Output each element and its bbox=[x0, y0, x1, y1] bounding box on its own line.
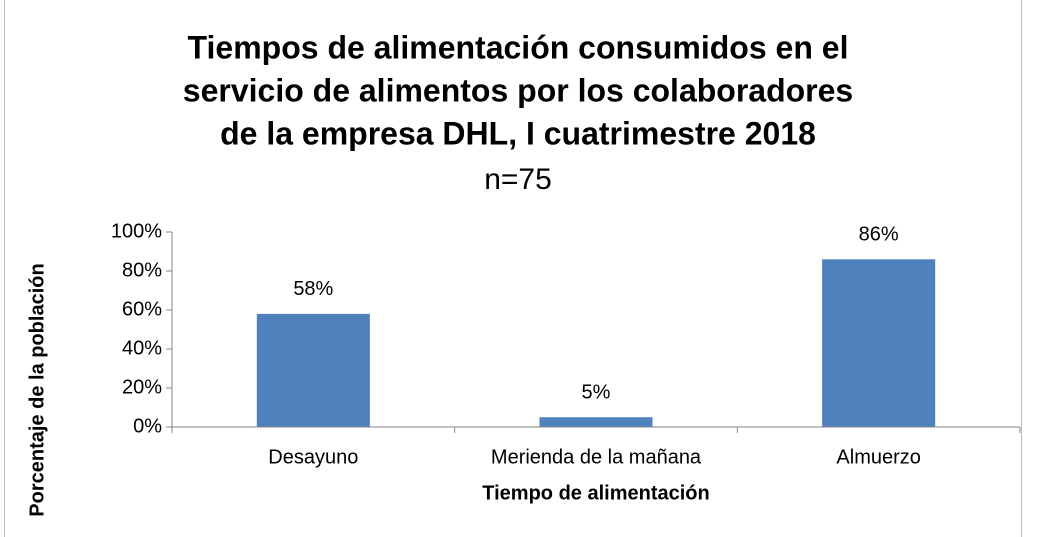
y-tick-label: 0% bbox=[133, 415, 162, 437]
y-tick-label: 20% bbox=[122, 376, 162, 398]
bar bbox=[539, 417, 653, 427]
x-tick-label: Desayuno bbox=[268, 446, 358, 468]
y-tick-label: 100% bbox=[111, 220, 162, 242]
chart-title: de la empresa DHL, I cuatrimestre 2018 bbox=[220, 115, 816, 151]
x-axis-label: Tiempo de alimentación bbox=[482, 482, 709, 504]
data-label: 86% bbox=[859, 224, 899, 246]
x-tick-label: Almuerzo bbox=[836, 446, 920, 468]
chart-subtitle: n=75 bbox=[484, 163, 552, 196]
y-tick-label: 40% bbox=[122, 337, 162, 359]
y-tick-label: 80% bbox=[122, 259, 162, 281]
chart-title: servicio de alimentos por los colaborado… bbox=[183, 72, 853, 108]
x-tick-label: Merienda de la mañana bbox=[491, 446, 702, 468]
chart-title: Tiempos de alimentación consumidos en el bbox=[188, 29, 849, 65]
bar bbox=[822, 259, 936, 427]
data-label: 58% bbox=[293, 278, 333, 300]
data-label: 5% bbox=[582, 382, 611, 404]
y-tick-label: 60% bbox=[122, 298, 162, 320]
y-axis-label: Porcentaje de la población bbox=[26, 263, 48, 516]
bar bbox=[256, 313, 370, 427]
